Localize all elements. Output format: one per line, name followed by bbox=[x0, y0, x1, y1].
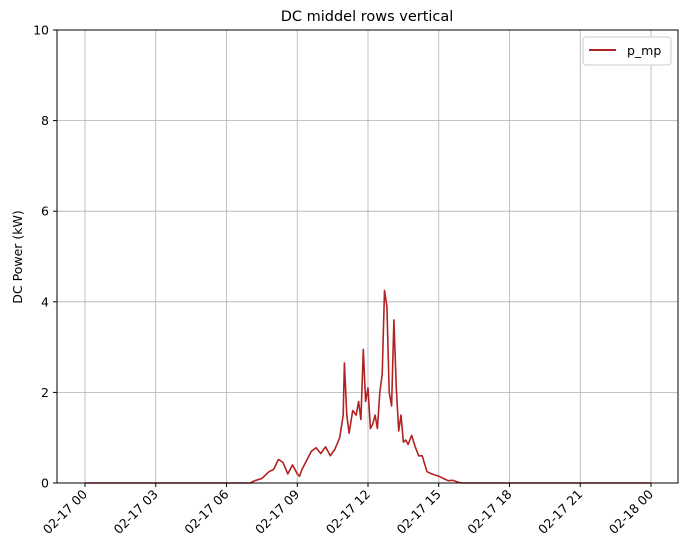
y-tick-label: 4 bbox=[41, 294, 49, 309]
plot-frame bbox=[56, 29, 679, 484]
chart-title: DC middel rows vertical bbox=[281, 9, 454, 25]
x-tick-label: 02-17 18 bbox=[464, 486, 514, 536]
x-tick-label: 02-17 21 bbox=[535, 487, 585, 537]
y-axis: 0 2 4 6 8 10 bbox=[33, 23, 57, 491]
x-tick-label: 02-17 06 bbox=[181, 486, 231, 536]
y-tick-label: 6 bbox=[41, 204, 49, 219]
x-tick-label: 02-17 00 bbox=[40, 486, 90, 536]
grid-lines bbox=[57, 29, 678, 484]
x-tick-label: 02-17 03 bbox=[111, 487, 161, 537]
x-tick-label: 02-17 15 bbox=[394, 487, 444, 537]
y-axis-label: DC Power (kW) bbox=[10, 210, 25, 303]
legend-label-p-mp: p_mp bbox=[627, 43, 661, 58]
y-tick-label: 2 bbox=[41, 385, 49, 400]
x-axis: 02-17 00 02-17 03 02-17 06 02-17 09 02-17 12… bbox=[40, 483, 656, 537]
x-tick-label: 02-17 12 bbox=[323, 487, 373, 537]
x-tick-label: 02-17 09 bbox=[252, 486, 302, 536]
y-tick-label: 0 bbox=[41, 476, 49, 491]
legend: p_mp bbox=[582, 36, 672, 66]
y-tick-label: 8 bbox=[41, 113, 49, 128]
x-tick-label: 02-18 00 bbox=[606, 486, 656, 536]
legend-box bbox=[582, 36, 672, 66]
y-tick-label: 10 bbox=[33, 23, 49, 38]
